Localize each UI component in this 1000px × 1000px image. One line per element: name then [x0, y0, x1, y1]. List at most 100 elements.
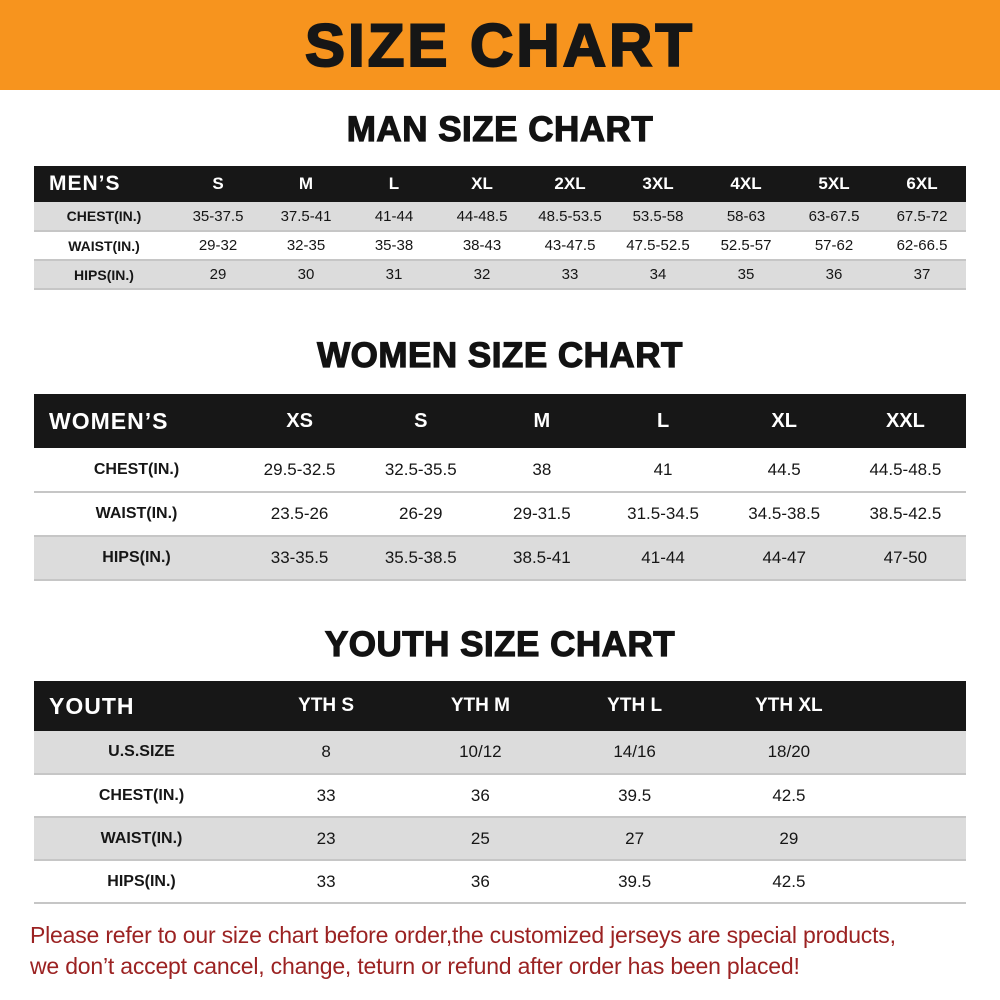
table-corner-label: MEN’S [34, 166, 174, 202]
size-value-cell: 35-37.5 [192, 207, 244, 225]
size-value-cell: 14/16 [613, 742, 656, 761]
row-spacer-cell [866, 731, 966, 774]
row-label-cell: WAIST(IN.) [95, 505, 178, 522]
size-table-row: HIPS(IN.) 33 36 39.5 42.5 [34, 860, 966, 903]
youth-size-table: YOUTH YTH S YTH M YTH L YTH XL U.S.SIZE 8 10/12… [34, 681, 966, 904]
size-value-cell: 41 [653, 459, 673, 479]
size-table-row: CHEST(IN.) 29.5-32.5 32.5-35.5 38 41 44.5 44.5… [34, 448, 966, 492]
size-value-cell: 47.5-52.5 [626, 237, 690, 254]
size-table-header-row: MEN’S S M L XL 2XL 3XL 4XL 5XL 6XL [34, 166, 966, 202]
size-column-header: 5XL [790, 166, 878, 202]
page-title: SIZE CHART [304, 11, 695, 80]
size-value-cell: 36 [470, 871, 490, 891]
size-table-row: WAIST(IN.) 23 25 27 29 [34, 817, 966, 860]
men-size-table: MEN’S S M L XL 2XL 3XL 4XL 5XL 6XL CHEST(IN.) 35-37… [34, 166, 966, 290]
size-column-header: XL [438, 166, 526, 202]
size-value-cell: 29-31.5 [513, 504, 571, 523]
size-value-cell: 57-62 [814, 237, 854, 254]
row-label-cell: WAIST(IN.) [68, 237, 140, 254]
size-value-cell: 25 [470, 828, 490, 848]
size-value-cell: 10/12 [459, 742, 502, 761]
men-size-section: MAN SIZE CHART MEN’S S M L XL 2XL 3XL 4XL 5XL 6XL… [0, 109, 1000, 290]
size-value-cell: 41-44 [641, 548, 685, 567]
size-value-cell: 63-67.5 [808, 207, 860, 225]
size-value-cell: 33 [561, 266, 579, 283]
size-value-cell: 44.5 [767, 459, 801, 479]
size-chart-content: MAN SIZE CHART MEN’S S M L XL 2XL 3XL 4XL 5XL 6XL… [0, 109, 1000, 982]
size-value-cell: 35.5-38.5 [384, 548, 457, 567]
row-label-cell: HIPS(IN.) [74, 266, 134, 283]
size-column-header: 4XL [702, 166, 790, 202]
women-chart-title: WOMEN SIZE CHART [317, 335, 683, 375]
size-table-header-row: YOUTH YTH S YTH M YTH L YTH XL [34, 681, 966, 731]
size-column-header: YTH S [249, 681, 404, 731]
youth-size-section: YOUTH SIZE CHART YOUTH YTH S YTH M YTH L YTH… [0, 624, 1000, 904]
size-column-header: S [360, 394, 482, 448]
size-value-cell: 35 [737, 266, 755, 283]
size-column-header: 6XL [878, 166, 966, 202]
size-value-cell: 43-47.5 [544, 237, 596, 254]
size-value-cell: 35-38 [374, 237, 414, 254]
table-corner-label: YOUTH [34, 681, 249, 731]
row-spacer-cell [866, 860, 966, 903]
size-value-cell: 26-29 [398, 504, 443, 523]
men-chart-title: MAN SIZE CHART [346, 109, 654, 149]
size-value-cell: 44.5-48.5 [869, 459, 942, 479]
size-column-header: L [602, 394, 724, 448]
size-value-cell: 38.5-42.5 [869, 504, 942, 523]
size-value-cell: 44-48.5 [456, 207, 508, 225]
size-value-cell: 31 [385, 266, 403, 283]
size-column-header: XL [723, 394, 845, 448]
size-value-cell: 38-43 [462, 237, 502, 254]
row-spacer-cell [866, 774, 966, 817]
size-value-cell: 58-63 [726, 207, 766, 225]
row-spacer-cell [866, 817, 966, 860]
size-value-cell: 30 [297, 266, 315, 283]
size-table-row: CHEST(IN.) 35-37.5 37.5-41 41-44 44-48.5 48.5… [34, 202, 966, 231]
size-column-header: YTH M [403, 681, 558, 731]
size-value-cell: 47-50 [883, 548, 928, 567]
size-value-cell: 36 [825, 266, 843, 283]
size-value-cell: 42.5 [772, 785, 806, 805]
row-label-cell: HIPS(IN.) [107, 872, 176, 890]
size-value-cell: 42.5 [772, 871, 806, 891]
size-column-header: S [174, 166, 262, 202]
size-column-header: YTH L [557, 681, 712, 731]
size-value-cell: 34 [649, 266, 667, 283]
size-table-row: U.S.SIZE 8 10/12 14/16 18/20 [34, 731, 966, 774]
size-value-cell: 18/20 [767, 742, 811, 761]
size-table-row: WAIST(IN.) 29-32 32-35 35-38 38-43 43-47.5 47.… [34, 231, 966, 260]
order-disclaimer: Please refer to our size chart before or… [30, 920, 1000, 982]
size-value-cell: 41-44 [374, 207, 414, 225]
size-value-cell: 29.5-32.5 [263, 459, 336, 479]
size-table-header-row: WOMEN’S XS S M L XL XXL [34, 394, 966, 448]
size-value-cell: 27 [625, 828, 645, 848]
size-value-cell: 32-35 [286, 237, 326, 254]
size-column-header: XXL [844, 394, 966, 448]
size-table-row: HIPS(IN.) 29 30 31 32 33 34 35 36 37 [34, 260, 966, 289]
size-column-header: M [262, 166, 350, 202]
size-table-row: HIPS(IN.) 33-35.5 35.5-38.5 38.5-41 41-44 44-… [34, 536, 966, 580]
page-banner: SIZE CHART [0, 0, 1000, 90]
disclaimer-line-1: Please refer to our size chart before or… [30, 922, 896, 948]
size-value-cell: 62-66.5 [896, 237, 948, 254]
size-value-cell: 33 [316, 871, 336, 891]
size-value-cell: 67.5-72 [896, 207, 948, 225]
size-value-cell: 23.5-26 [270, 504, 329, 523]
size-value-cell: 52.5-57 [720, 237, 772, 254]
size-table-row: WAIST(IN.) 23.5-26 26-29 29-31.5 31.5-34.5 34… [34, 492, 966, 536]
size-value-cell: 29 [209, 266, 227, 283]
size-value-cell: 39.5 [618, 871, 652, 891]
size-column-header: M [481, 394, 603, 448]
women-size-section: WOMEN SIZE CHART WOMEN’S XS S M L XL XXL CHEST(… [0, 335, 1000, 581]
row-label-cell: WAIST(IN.) [100, 829, 183, 847]
size-column-header: YTH XL [711, 681, 866, 731]
size-value-cell: 23 [316, 828, 336, 848]
size-value-cell: 34.5-38.5 [748, 504, 821, 523]
women-size-table: WOMEN’S XS S M L XL XXL CHEST(IN.) 29.5-32.5 32.5… [34, 394, 966, 581]
size-value-cell: 39.5 [618, 785, 652, 805]
size-value-cell: 37 [913, 266, 931, 283]
size-value-cell: 32 [473, 266, 491, 283]
size-value-cell: 38 [532, 459, 552, 479]
size-value-cell: 33-35.5 [270, 548, 329, 567]
